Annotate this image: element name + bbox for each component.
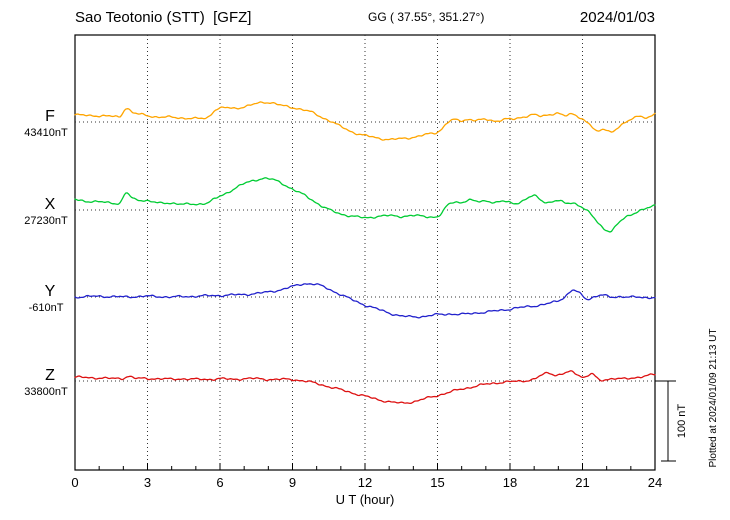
trace-Y	[74, 283, 656, 319]
plotted-at-note: Plotted at 2024/01/09 21:13 UT	[708, 329, 719, 468]
series-labels: F 43410nT X 27230nT Y -610nT Z 33800nT	[24, 108, 68, 398]
x-tick-label: 18	[503, 475, 517, 490]
series-baseline-x: 27230nT	[24, 215, 68, 227]
axis-ticks	[74, 463, 656, 470]
x-tick-label: 15	[430, 475, 444, 490]
station-title: Sao Teotonio (STT) [GFZ]	[75, 9, 251, 26]
plot-frame	[74, 34, 656, 471]
x-tick-label: 0	[71, 475, 78, 490]
series-baseline-f: 43410nT	[24, 127, 68, 139]
series-label-f: F	[45, 108, 55, 125]
plot-date: 2024/01/03	[580, 9, 655, 26]
x-tick-labels: 0 3 6 9 12 15 18 21 24	[71, 475, 662, 490]
trace-F	[74, 101, 656, 141]
trace-X	[74, 177, 656, 233]
series-label-z: Z	[45, 367, 55, 384]
x-tick-label: 21	[575, 475, 589, 490]
series-label-y: Y	[45, 283, 56, 300]
series-label-x: X	[45, 196, 56, 213]
geo-coords: GG ( 37.55°, 351.27°)	[368, 10, 484, 24]
x-axis-title: U T (hour)	[336, 492, 395, 507]
series-baseline-y: -610nT	[29, 302, 64, 314]
gridlines	[147, 35, 583, 470]
x-tick-label: 12	[358, 475, 372, 490]
x-tick-label: 24	[648, 475, 662, 490]
series-baseline-z: 33800nT	[24, 386, 68, 398]
series-traces	[74, 101, 656, 405]
scale-bar: 100 nT	[655, 380, 688, 462]
x-tick-label: 3	[144, 475, 151, 490]
x-tick-label: 6	[216, 475, 223, 490]
trace-Z	[74, 370, 656, 405]
scale-bar-label: 100 nT	[676, 404, 688, 439]
x-tick-label: 9	[289, 475, 296, 490]
